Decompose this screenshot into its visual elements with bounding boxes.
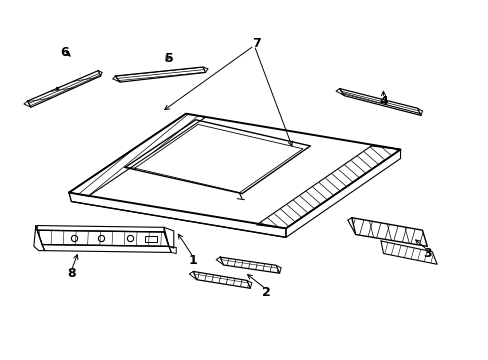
Text: 4: 4 xyxy=(378,95,387,108)
Text: 3: 3 xyxy=(422,247,431,260)
Text: 7: 7 xyxy=(252,37,261,50)
Bar xyxy=(144,235,157,242)
Text: 5: 5 xyxy=(164,51,173,64)
Text: 1: 1 xyxy=(188,254,197,267)
Text: 2: 2 xyxy=(262,287,270,300)
Text: 8: 8 xyxy=(67,267,76,280)
Text: 6: 6 xyxy=(60,46,68,59)
